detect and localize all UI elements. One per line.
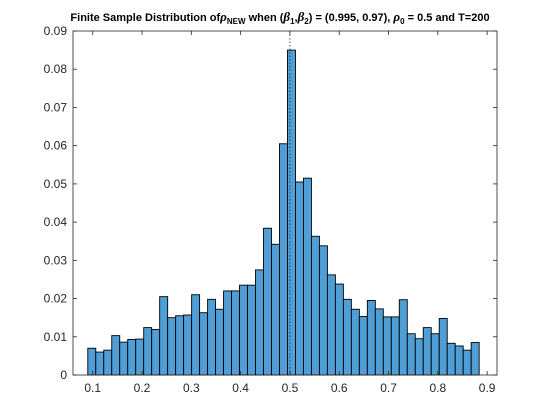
histogram-bar [151, 329, 161, 376]
x-tick-label: 0.7 [380, 381, 397, 395]
histogram-bar [207, 298, 217, 376]
histogram-bar [87, 347, 97, 376]
histogram-bar [382, 316, 392, 376]
histogram-bar [143, 327, 153, 376]
x-tick-label: 0.2 [134, 381, 151, 395]
axes-frame [72, 30, 498, 376]
histogram-bar [119, 341, 129, 376]
histogram-bar [263, 227, 272, 376]
histogram-bar [350, 308, 360, 376]
histogram-bar [310, 235, 320, 376]
histogram-bar [462, 349, 472, 376]
histogram-bar [239, 284, 248, 376]
x-tick-label: 0.6 [331, 381, 348, 395]
histogram-bar [302, 177, 312, 376]
histogram-bar [215, 308, 225, 376]
histogram-bar [366, 300, 376, 376]
histogram-bar [279, 143, 288, 376]
y-tick-label: 0.07 [44, 100, 68, 114]
histogram-bars [87, 49, 480, 376]
histogram-bar [159, 296, 169, 376]
chart-title: Finite Sample Distribution ofρNEW when (… [70, 9, 489, 26]
histogram-bar [398, 299, 408, 376]
histogram-bar [430, 333, 440, 376]
histogram-bar [287, 49, 296, 376]
histogram-bar [127, 339, 137, 376]
histogram-bar [358, 316, 368, 376]
x-tick-label: 0.8 [429, 381, 446, 395]
y-tick-label: 0.02 [44, 292, 68, 306]
x-tick-label: 0.1 [84, 381, 101, 395]
histogram-bar [390, 316, 400, 376]
x-tick-label: 0.4 [232, 381, 249, 395]
y-tick-label: 0.03 [44, 253, 68, 267]
histogram-bar [247, 284, 256, 376]
y-axis-ticks: 0 0.01 0.02 0.03 0.04 0.05 0.06 0.07 0.08 0.09 [44, 24, 497, 382]
histogram-bar [470, 342, 480, 376]
x-axis-ticks: 0.1 0.2 0.3 0.4 0.5 0.6 0.7 0.8 0.9 [84, 31, 496, 395]
x-tick-label: 0.5 [282, 381, 299, 395]
y-tick-label: 0 [60, 368, 67, 382]
histogram-bar [326, 274, 336, 376]
histogram-bar [183, 314, 193, 376]
x-tick-label: 0.3 [183, 381, 200, 395]
histogram-bar [231, 290, 240, 376]
histogram-bar [374, 308, 384, 376]
y-tick-label: 0.09 [44, 24, 68, 38]
histogram-bar [406, 333, 416, 376]
y-tick-label: 0.04 [44, 215, 68, 229]
x-tick-label: 0.9 [479, 381, 496, 395]
histogram-bar [111, 335, 121, 376]
histogram-bar [175, 315, 185, 376]
histogram-bar [135, 338, 145, 376]
histogram-bar [334, 283, 344, 376]
histogram-bar [199, 312, 209, 376]
y-tick-label: 0.06 [44, 139, 68, 153]
histogram-bar [103, 349, 113, 376]
y-tick-label: 0.01 [44, 330, 68, 344]
histogram-bar [95, 351, 105, 376]
histogram-bar [438, 317, 448, 376]
histogram-bar [422, 327, 432, 376]
histogram-bar [446, 342, 456, 376]
y-tick-label: 0.05 [44, 177, 68, 191]
histogram-bar [318, 245, 328, 376]
histogram-bar [167, 317, 177, 376]
histogram-bar [295, 181, 304, 376]
histogram-bar [255, 269, 264, 376]
histogram-bar [223, 290, 233, 376]
y-tick-label: 0.08 [44, 62, 68, 76]
plot-box [72, 30, 498, 376]
histogram-bar [191, 294, 201, 376]
histogram-bar [414, 338, 424, 376]
histogram-bar [454, 345, 464, 376]
histogram-bar [342, 298, 352, 376]
histogram-bar [271, 243, 280, 376]
